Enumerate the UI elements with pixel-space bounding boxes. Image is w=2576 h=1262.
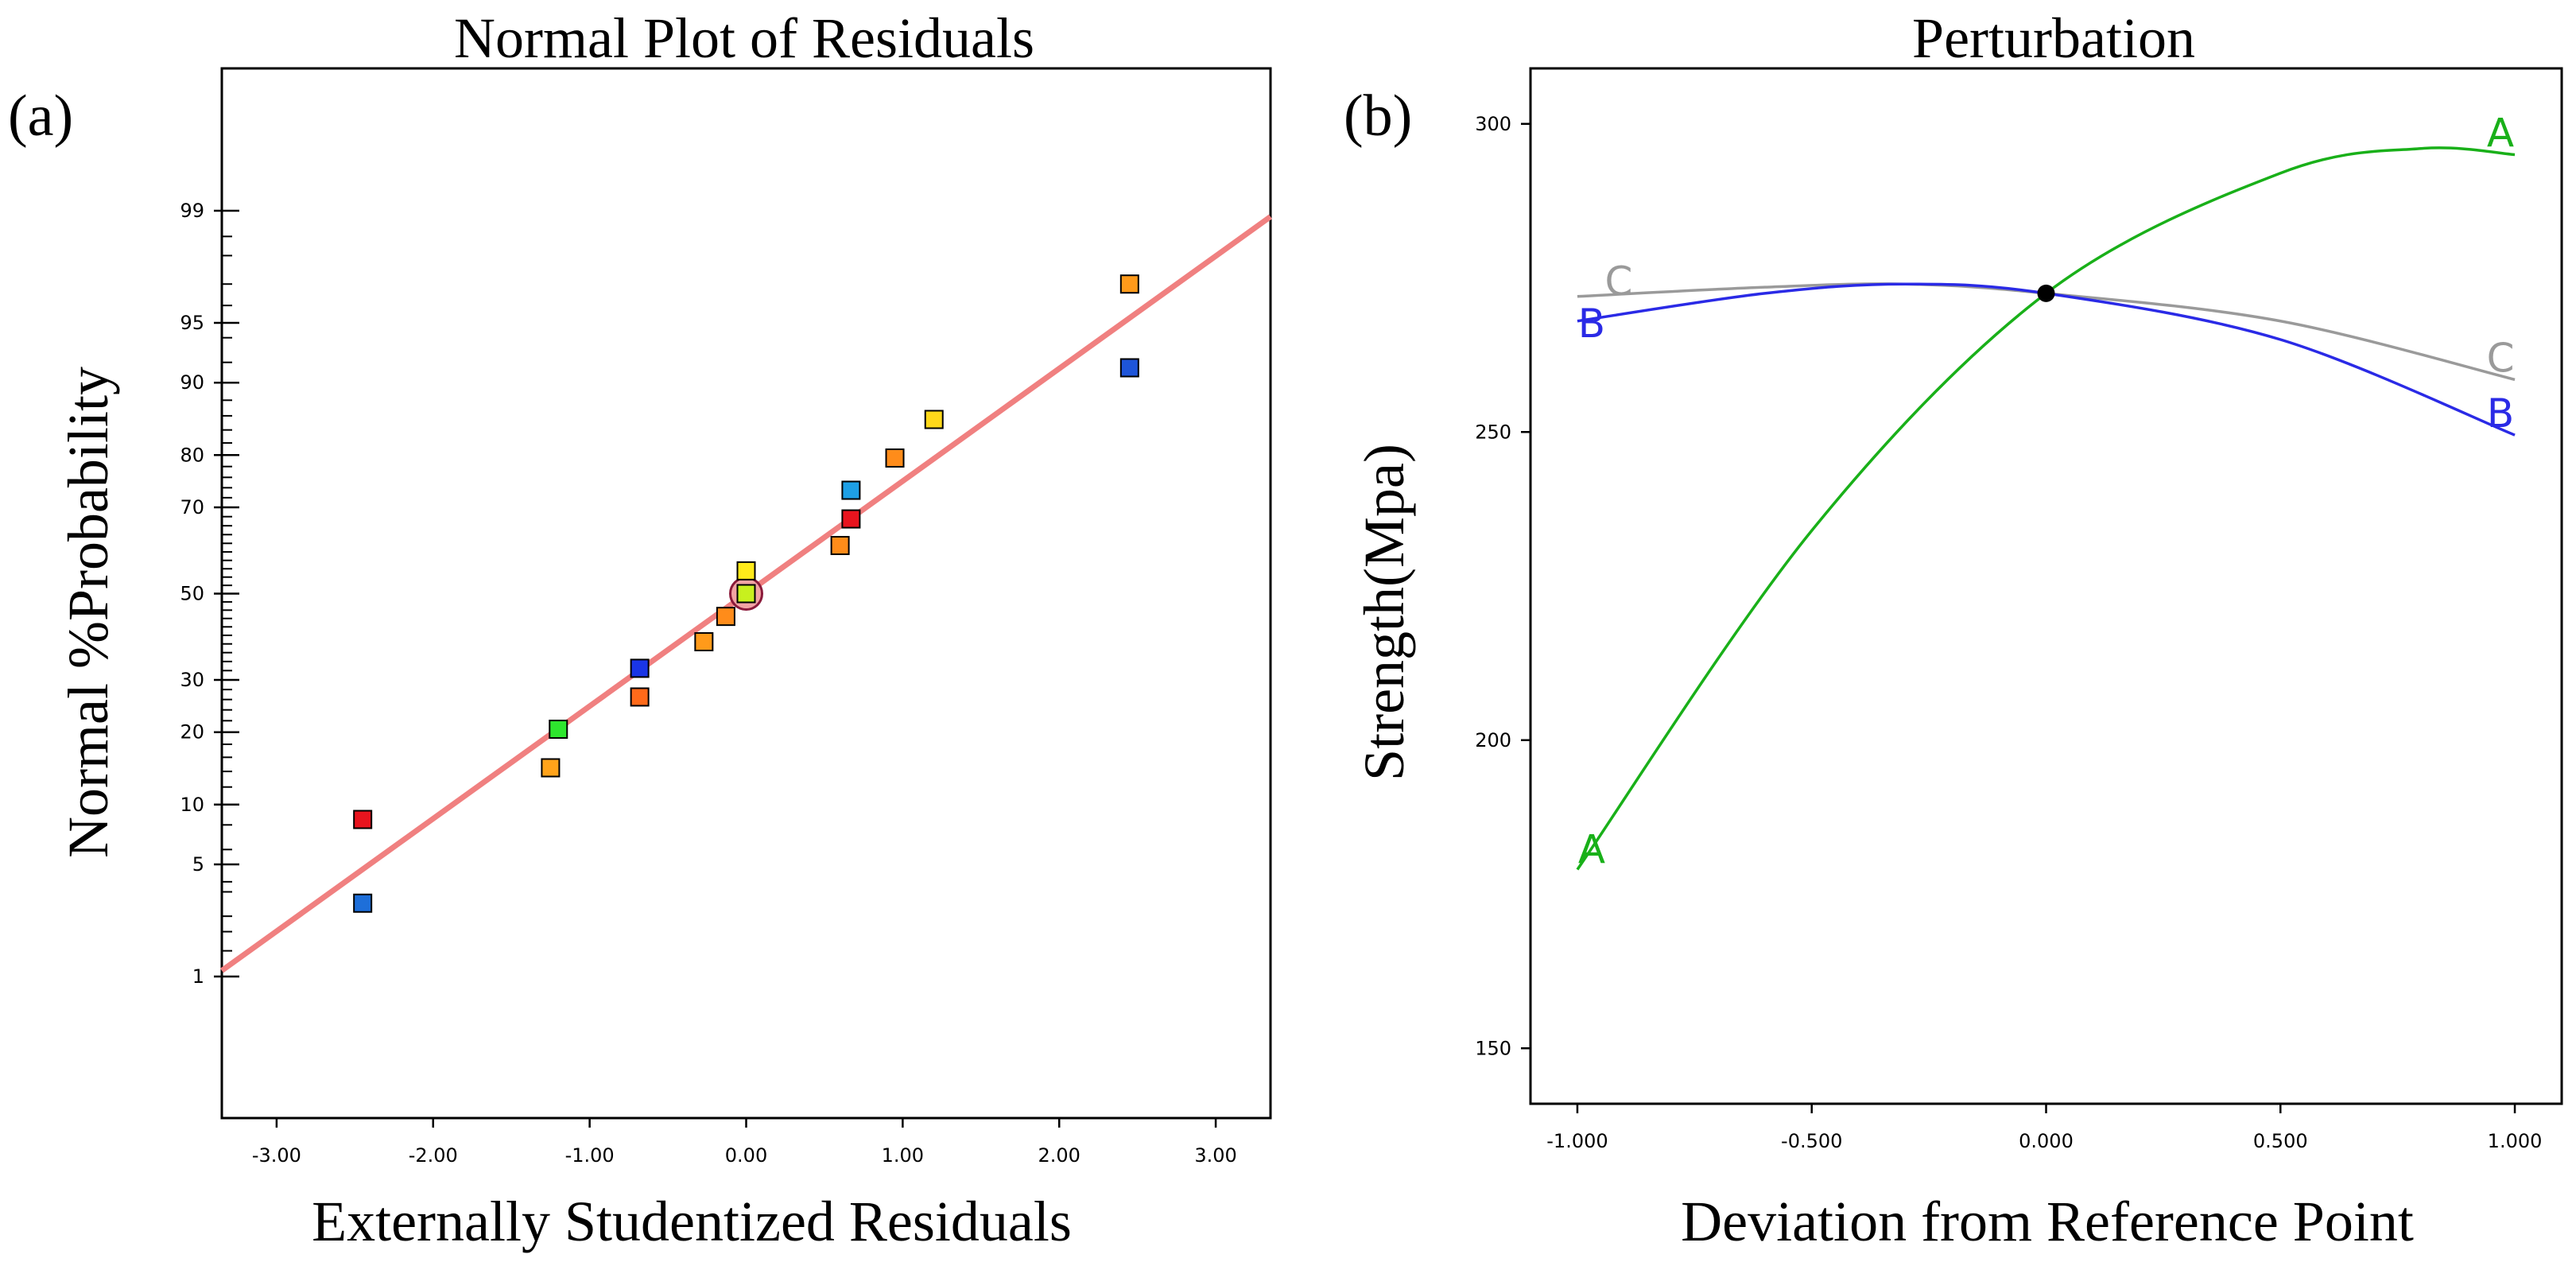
y-tick-label: 10 [180, 794, 204, 816]
data-point [541, 758, 561, 778]
x-tick-label: -0.500 [1781, 1130, 1842, 1152]
y-tick-label: 20 [180, 721, 204, 744]
x-axis-label-a: Externally Studentized Residuals [312, 1190, 1072, 1253]
panel-label-b: (b) [1344, 83, 1412, 149]
y-tick-label: 99 [180, 200, 204, 222]
residuals-panel: (a) Normal Plot of Residuals Normal %Pro… [8, 6, 1273, 1253]
plot-frame-b [1529, 67, 2563, 1105]
y-axis-label-b: Strength(Mpa) [1352, 444, 1416, 781]
x-tick-label: 0.00 [725, 1144, 767, 1167]
y-tick-label: 1 [192, 965, 204, 988]
data-point [885, 448, 905, 468]
y-axis-label-a: Normal %Probability [56, 367, 120, 858]
y-tick-label: 300 [1475, 113, 1511, 135]
data-point [830, 535, 850, 555]
y-tick-label: 250 [1475, 421, 1511, 443]
data-point [353, 893, 373, 913]
data-point [841, 480, 861, 500]
x-tick-label: -3.00 [252, 1144, 301, 1167]
series-label-end-C: C [2487, 335, 2515, 381]
x-tick-label: 1.000 [2488, 1130, 2543, 1152]
series-line-A [1576, 146, 2516, 871]
series-line-C [1577, 282, 2516, 382]
x-tick-label: 0.000 [2019, 1130, 2074, 1152]
series-line-B [1577, 282, 2516, 437]
data-point [841, 509, 861, 529]
x-tick-label: 0.500 [2253, 1130, 2308, 1152]
x-tick-label: -2.00 [409, 1144, 458, 1167]
x-tick-label: -1.00 [565, 1144, 615, 1167]
x-ticks-b: -1.000 -0.500 0.000 0.500 1.000 [1546, 1104, 2542, 1152]
data-point [924, 410, 944, 429]
y-tick-label: 80 [180, 444, 204, 466]
series-label-start-B: B [1578, 301, 1605, 347]
x-tick-label: 1.00 [882, 1144, 924, 1167]
perturbation-panel: (b) Perturbation Strength(Mpa) Deviation… [1344, 6, 2563, 1253]
y-tick-label: 150 [1475, 1037, 1511, 1059]
x-axis-label-b: Deviation from Reference Point [1681, 1190, 2414, 1253]
chart-title-b: Perturbation [1912, 6, 2195, 70]
data-point [736, 561, 756, 581]
series-label-end-A: A [2487, 111, 2514, 157]
y-ticks-a: 1 5 10 20 30 50 70 80 90 95 99 [180, 200, 239, 988]
data-point [1119, 274, 1139, 294]
x-tick-label: 3.00 [1194, 1144, 1236, 1167]
x-tick-label: -1.000 [1546, 1130, 1608, 1152]
data-point [630, 658, 650, 678]
y-tick-label: 70 [180, 496, 204, 518]
data-point [1119, 358, 1139, 378]
data-point [736, 584, 756, 604]
series-label-start-A: A [1578, 827, 1605, 873]
points-a [353, 274, 1139, 913]
y-tick-label: 50 [180, 583, 204, 605]
y-ticks-b: 150 200 250 300 [1475, 113, 1530, 1059]
series-label-start-C: C [1604, 258, 1632, 305]
x-ticks-a: -3.00 -2.00 -1.00 0.00 1.00 2.00 3.00 [252, 1118, 1237, 1167]
y-tick-label: 95 [180, 312, 204, 334]
series-label-end-B: B [2487, 390, 2514, 437]
x-tick-label: 2.00 [1038, 1144, 1080, 1167]
y-tick-label: 90 [180, 371, 204, 394]
chart-title-a: Normal Plot of Residuals [454, 6, 1034, 70]
panel-label-a: (a) [8, 83, 73, 149]
reference-point [2037, 284, 2055, 302]
y-tick-label: 5 [192, 853, 204, 876]
data-point [716, 607, 735, 627]
data-point [549, 720, 568, 740]
reference-point-b [2037, 284, 2055, 302]
data-point [630, 687, 650, 707]
y-tick-label: 200 [1475, 729, 1511, 751]
data-point [694, 632, 714, 652]
y-tick-label: 30 [180, 669, 204, 691]
data-point [353, 810, 373, 829]
